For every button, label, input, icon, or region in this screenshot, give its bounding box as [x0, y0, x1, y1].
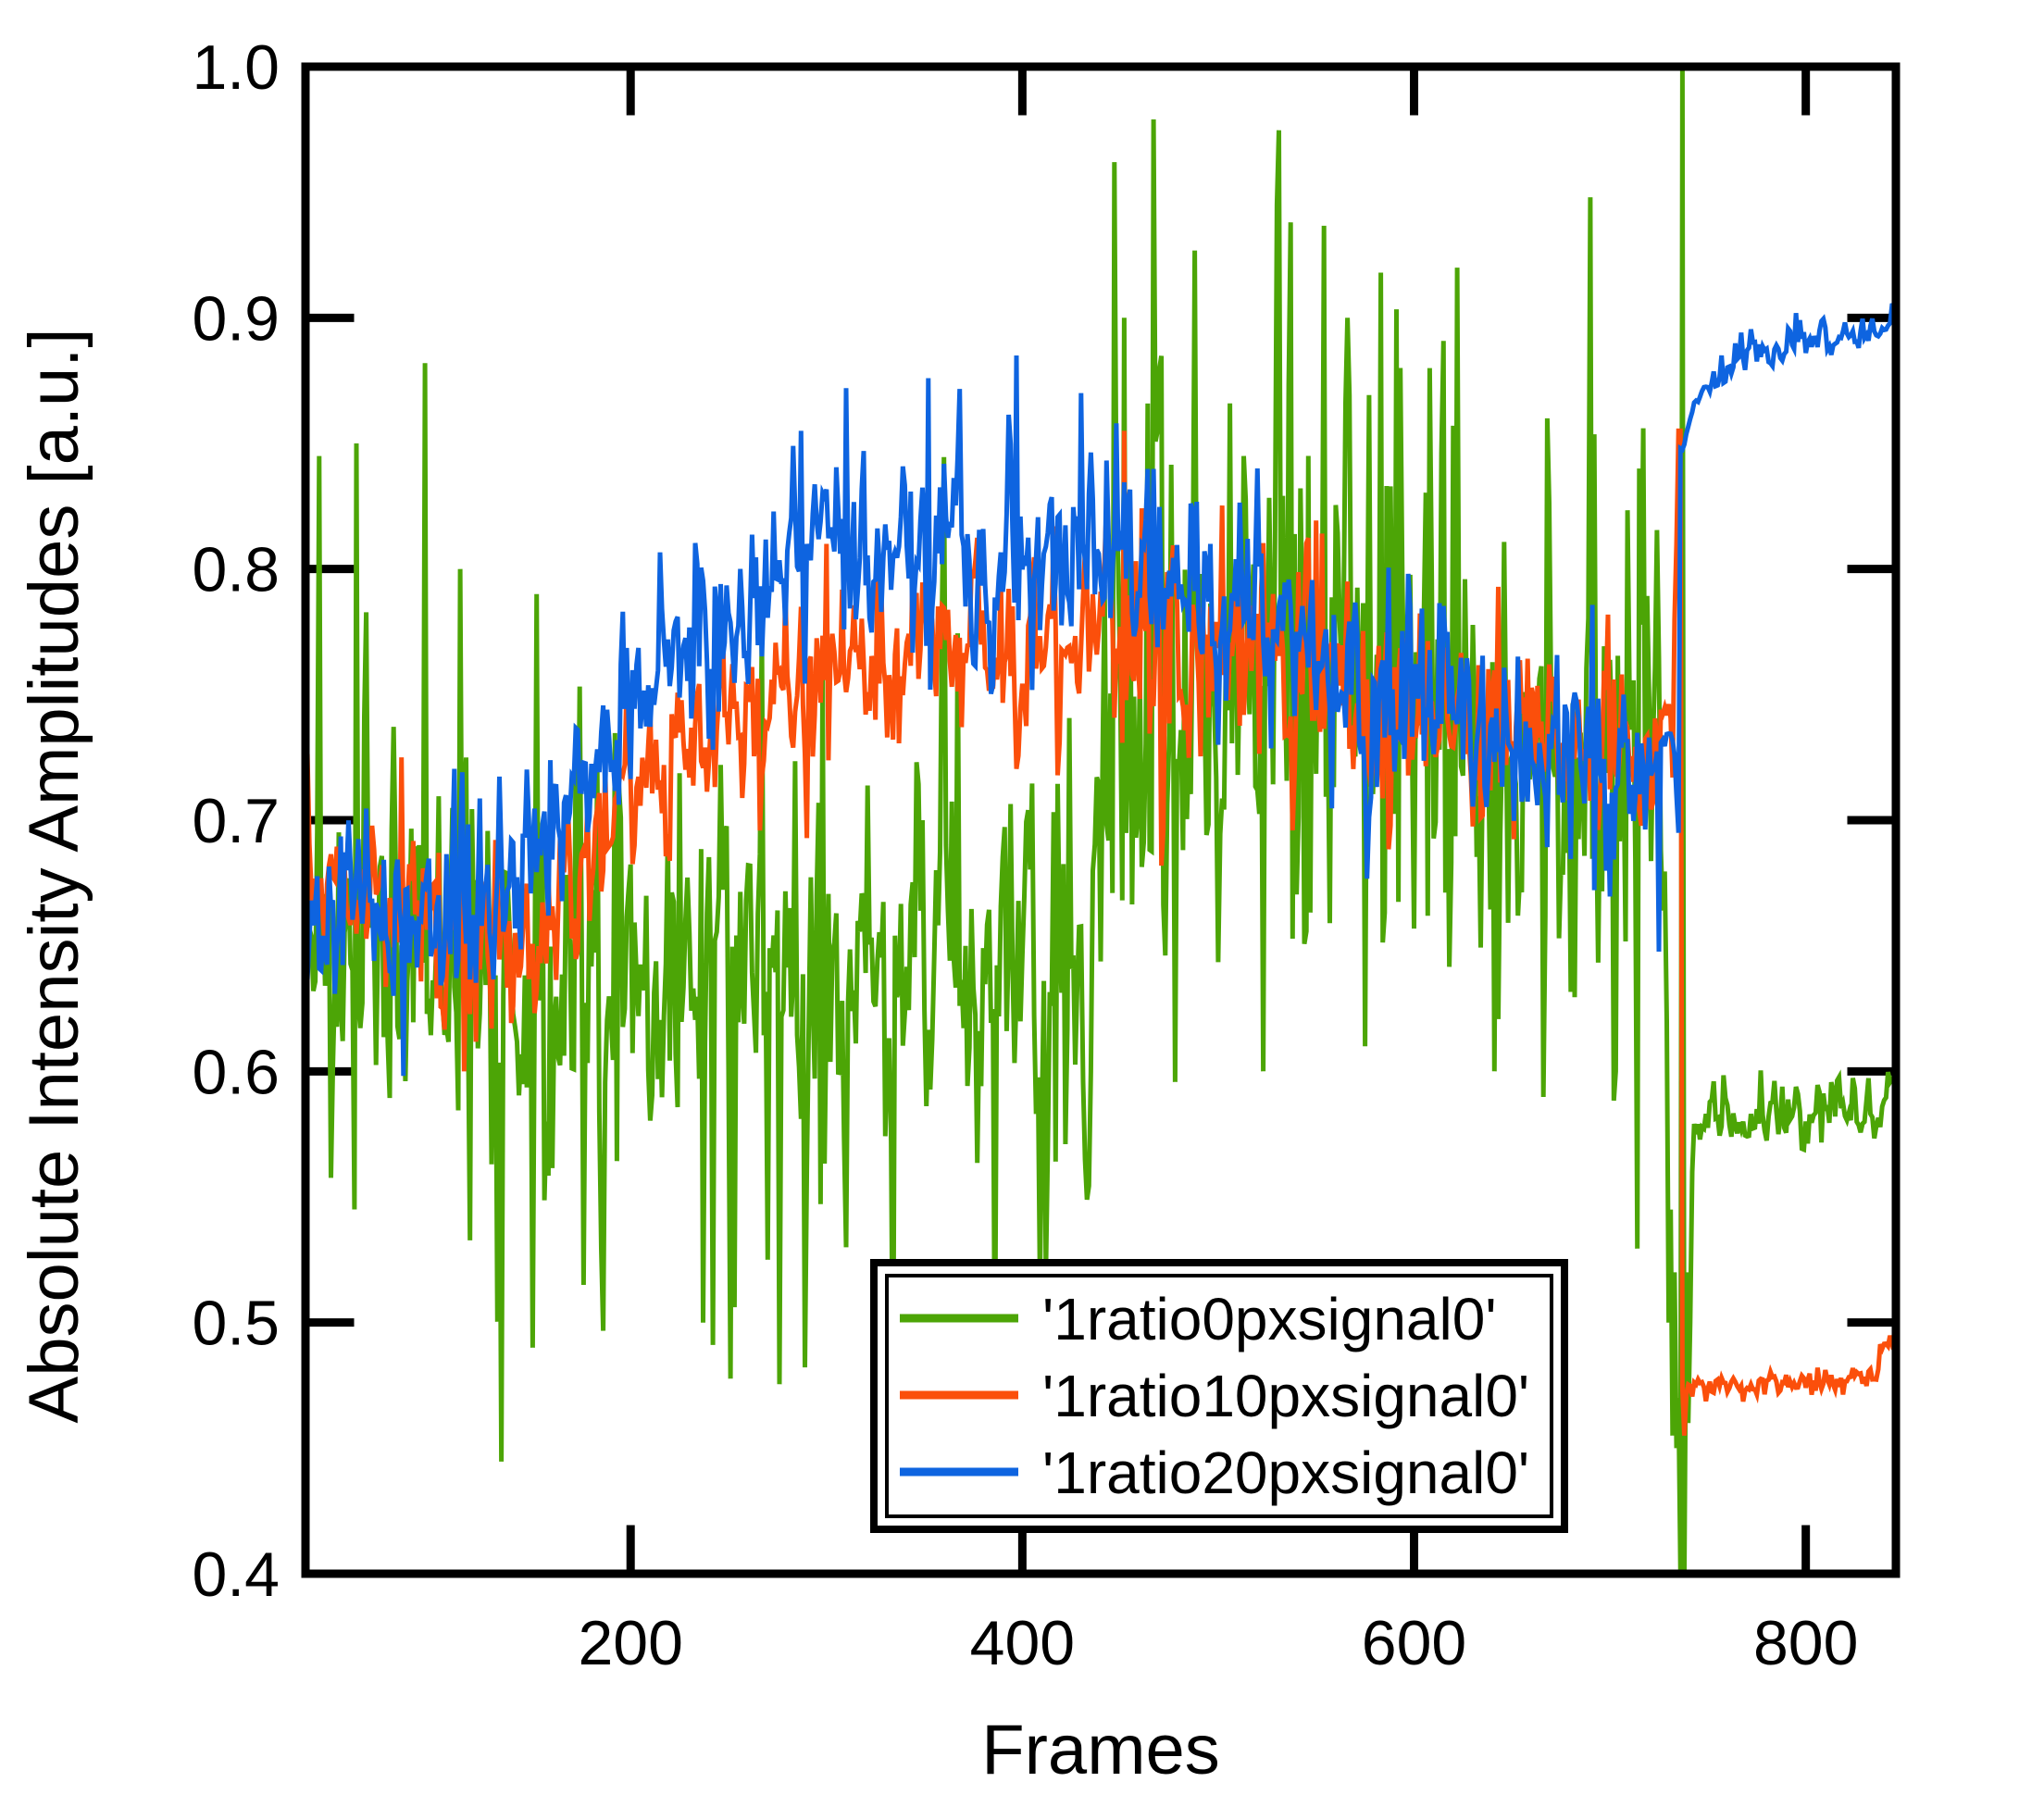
- y-tick-label: 0.4: [192, 1539, 280, 1610]
- series-line-blue: [309, 303, 1892, 1077]
- legend-row: '1ratio0pxsignal0': [900, 1286, 1497, 1352]
- y-tick-label: 0.6: [192, 1037, 280, 1107]
- x-tick-label: 600: [1362, 1608, 1466, 1678]
- legend-inner-frame: [885, 1274, 1553, 1518]
- legend-label-green: '1ratio0pxsignal0': [1042, 1286, 1497, 1352]
- y-tick-label: 0.9: [192, 283, 280, 354]
- x-axis-title: Frames: [981, 1711, 1220, 1789]
- legend-row: '1ratio20pxsignal0': [900, 1439, 1529, 1506]
- legend: '1ratio0pxsignal0' '1ratio10pxsignal0' '…: [870, 1259, 1568, 1533]
- axis-tick-labels: 200 400 600 800 0.4 0.5 0.6 0.7 0.8 0.9 1.0: [192, 32, 1858, 1678]
- y-tick-label: 0.5: [192, 1289, 280, 1359]
- legend-label-blue: '1ratio20pxsignal0': [1042, 1439, 1529, 1506]
- x-tick-label: 200: [578, 1608, 682, 1678]
- legend-label-orange: '1ratio10pxsignal0': [1042, 1363, 1529, 1429]
- y-tick-label: 0.8: [192, 535, 280, 605]
- legend-row: '1ratio10pxsignal0': [900, 1363, 1529, 1429]
- plot-frame: [301, 62, 1901, 1578]
- y-tick-label: 1.0: [192, 32, 280, 103]
- x-tick-label: 800: [1753, 1608, 1858, 1678]
- series-line-green: [309, 70, 1892, 1570]
- y-tick-label: 0.7: [192, 786, 280, 856]
- x-tick-label: 400: [970, 1608, 1075, 1678]
- series-group: [309, 70, 1892, 1570]
- y-axis-title: Absolute Intensity Amplitudes [a.u.]: [15, 329, 93, 1424]
